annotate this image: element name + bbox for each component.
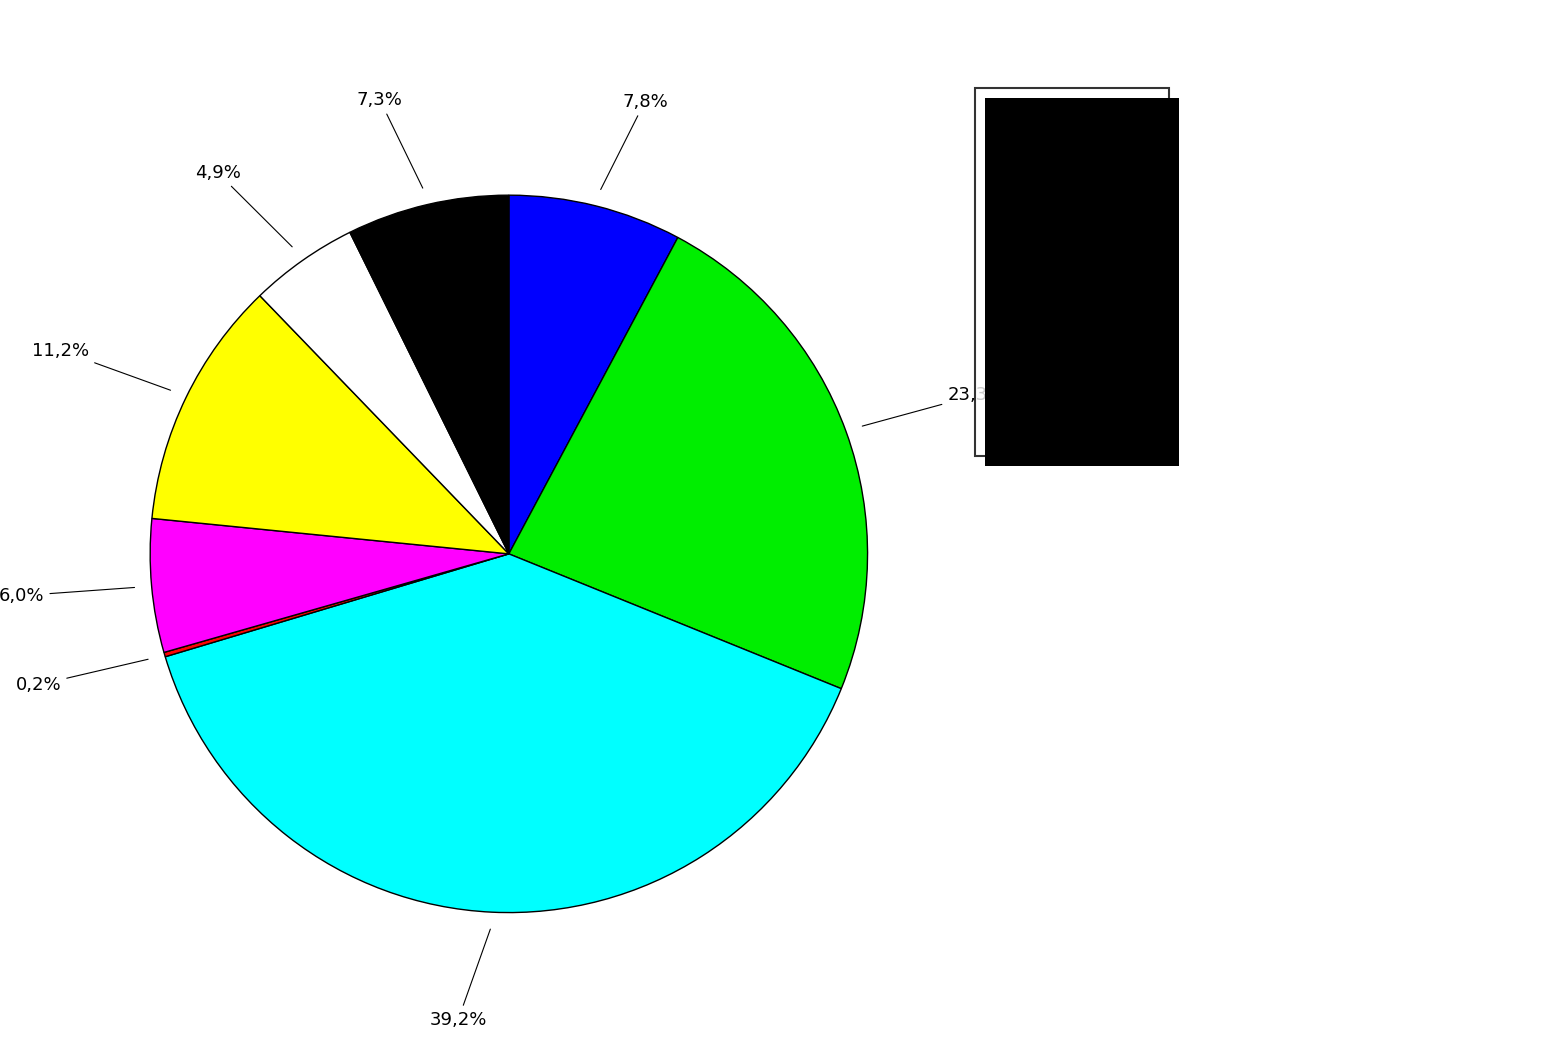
Legend: Familiehulp, Landelijke
Thuiszorg, OCMW, Onafhankelijk
e dienst voor
gezinszorg,: Familiehulp, Landelijke Thuiszorg, OCMW,… [975,88,1169,457]
Wedge shape [165,554,842,913]
Wedge shape [350,195,509,554]
Wedge shape [509,195,678,554]
Wedge shape [150,518,509,652]
Text: 4,9%: 4,9% [194,164,291,247]
Text: 7,8%: 7,8% [601,93,668,190]
Text: 23,3%: 23,3% [862,386,1005,426]
Wedge shape [163,554,509,657]
Wedge shape [509,237,868,689]
Text: 0,2%: 0,2% [15,659,148,694]
Wedge shape [153,295,509,554]
Text: 6,0%: 6,0% [0,587,134,605]
Wedge shape [261,232,509,554]
Text: 7,3%: 7,3% [356,91,423,188]
Text: 11,2%: 11,2% [32,342,171,390]
Text: 39,2%: 39,2% [430,929,490,1029]
